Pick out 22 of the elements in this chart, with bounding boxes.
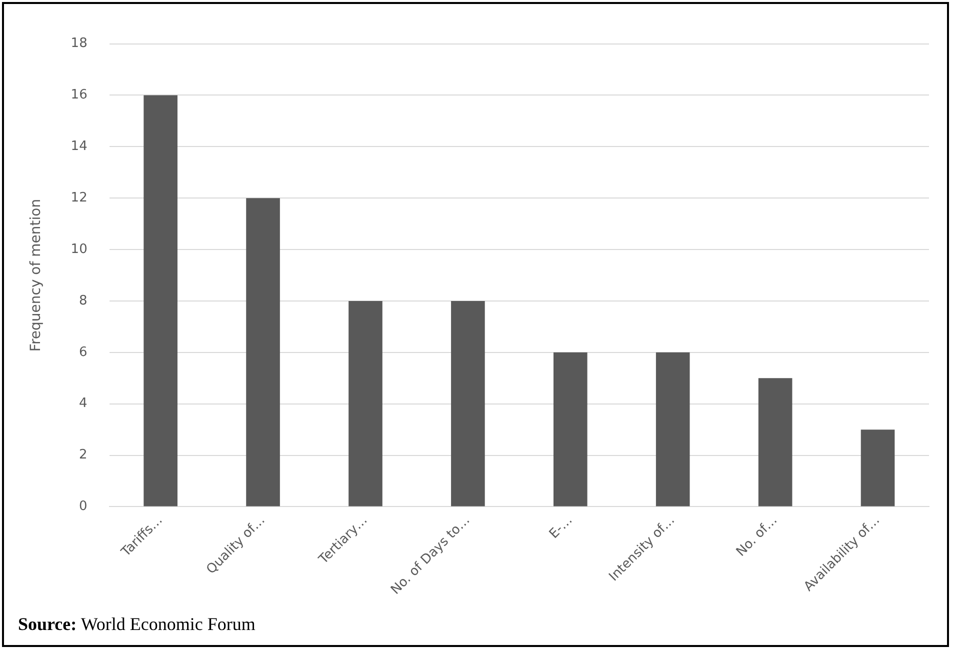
y-tick-label: 14 — [70, 139, 88, 154]
bar — [656, 352, 690, 506]
bar — [758, 378, 792, 506]
bar — [451, 300, 485, 506]
bar — [348, 300, 382, 506]
source-note: Source: World Economic Forum — [18, 614, 256, 635]
bar — [860, 430, 895, 506]
bar — [144, 95, 178, 506]
x-tick-label: No. of… — [734, 512, 781, 560]
y-tick-label: 8 — [79, 293, 88, 308]
y-tick-label: 2 — [79, 448, 88, 463]
bar — [246, 198, 280, 506]
y-axis-title: Frequency of mention — [28, 198, 44, 352]
y-tick-label: 18 — [70, 36, 88, 52]
y-tick-label: 10 — [70, 242, 88, 257]
y-tick-label: 12 — [70, 190, 88, 206]
y-tick-label: 6 — [79, 344, 88, 360]
y-tick-label: 4 — [79, 396, 88, 412]
y-tick-label: 0 — [79, 499, 88, 514]
y-tick-label: 16 — [70, 88, 88, 103]
bar — [553, 352, 588, 506]
x-tick-label: E-… — [546, 512, 576, 542]
